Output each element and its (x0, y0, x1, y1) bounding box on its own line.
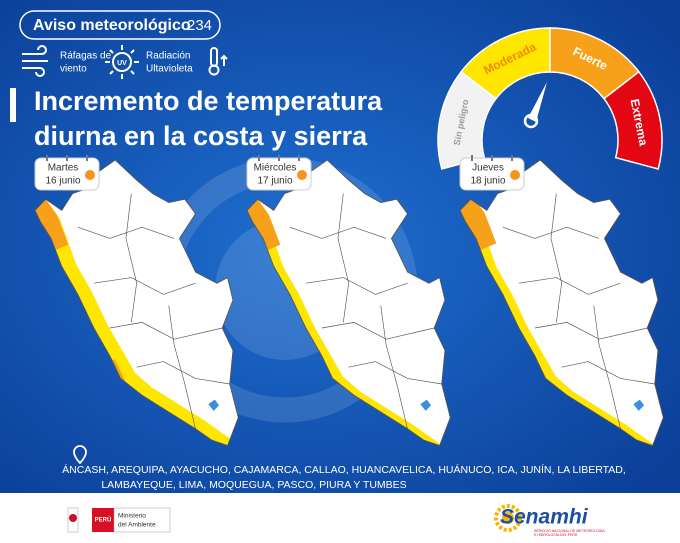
day-name: Miércoles (254, 163, 297, 174)
senamhi-logo (494, 504, 522, 532)
title-line: Incremento de temperatura (34, 86, 383, 116)
level-dot (510, 170, 520, 180)
regions-line: LAMBAYEQUE, LIMA, MOQUEGUA, PASCO, PIURA… (101, 479, 406, 491)
header-title: Aviso meteorológico (33, 17, 191, 34)
level-dot (85, 170, 95, 180)
uv-badge: UV (117, 60, 127, 67)
day-name: Martes (48, 163, 79, 174)
ministry-label: del Ambiente (118, 522, 156, 529)
tag-rings (46, 155, 88, 161)
uv-icon (105, 45, 139, 79)
country-label: PERÚ (95, 517, 112, 524)
icon-label: viento (60, 64, 87, 75)
gauge-needle (523, 82, 547, 129)
brand-sub: SERVICIO NACIONAL DE METEOROLOGÍA (534, 529, 605, 533)
thermometer-icon (208, 47, 228, 76)
day-name: Jueves (472, 163, 504, 174)
orange-zone (247, 191, 281, 255)
peru-logo (67, 507, 171, 533)
lake (633, 399, 645, 411)
icon-label: Ultavioleta (146, 64, 193, 75)
icon-label: Ráfagas de (60, 51, 112, 62)
brand-sub: E HIDROLOGÍA DEL PERÚ (534, 533, 578, 537)
day-date: 18 junio (470, 176, 505, 187)
gauge-segment (602, 70, 663, 170)
tag-rings (258, 155, 300, 161)
orange-zone (35, 191, 69, 255)
location-icon (73, 445, 87, 465)
title-line: diurna en la costa y sierra (34, 121, 368, 151)
ministry-label: Ministerio (118, 513, 146, 520)
lake (420, 399, 432, 411)
orange-zone (460, 189, 497, 256)
day-date: 16 junio (45, 176, 80, 187)
title-bar (10, 88, 16, 122)
header-number: 234 (187, 17, 212, 34)
wind-icon (22, 45, 48, 77)
regions-line: ÁNCASH, AREQUIPA, AYACUCHO, CAJAMARCA, C… (62, 463, 626, 476)
day-date: 17 junio (257, 176, 292, 187)
tag-rings (471, 155, 513, 161)
header-pill (19, 10, 221, 40)
icon-label: Radiación (146, 51, 190, 62)
brand: Senamhi (500, 506, 589, 529)
level-dot (297, 170, 307, 180)
